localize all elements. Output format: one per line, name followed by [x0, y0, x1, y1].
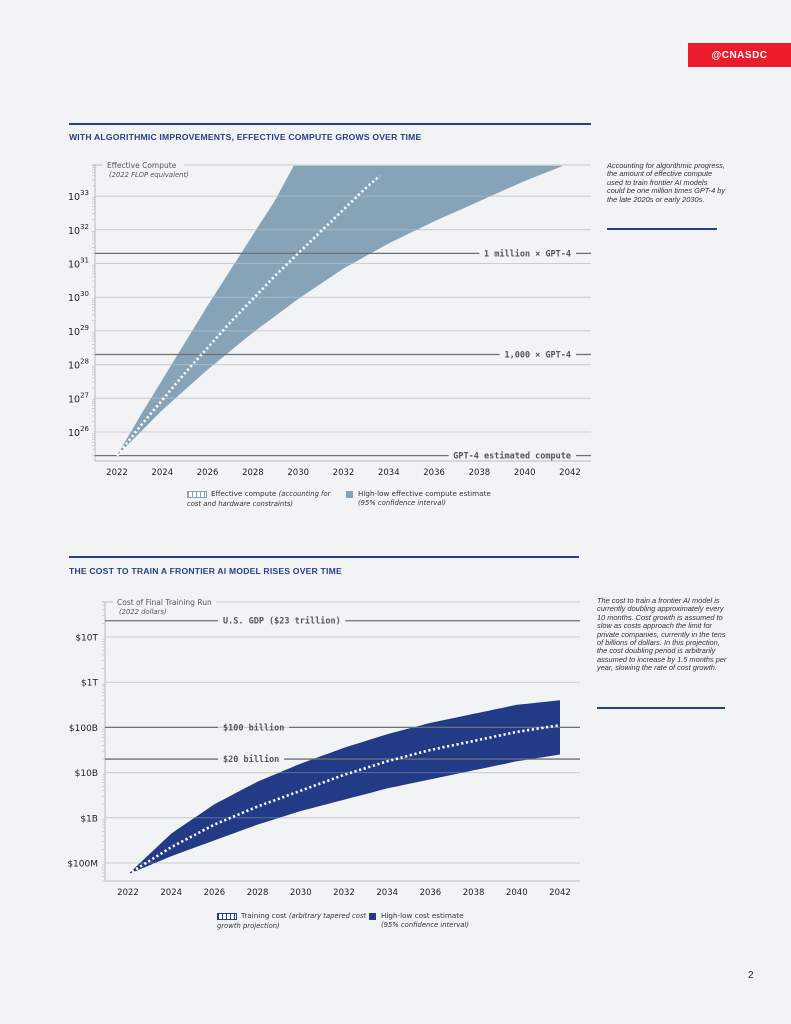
x-tick-label: 2030: [290, 888, 312, 898]
legend-sublabel: (95% confidence interval): [381, 921, 469, 929]
x-tick-label: 2022: [117, 888, 139, 898]
y-tick-label: $10T: [75, 634, 98, 644]
x-tick-label: 2028: [247, 888, 269, 898]
confidence-band: [128, 700, 560, 875]
projection-line: [127, 723, 561, 876]
dotted-line-swatch-icon: [217, 912, 237, 920]
confidence-band: [117, 165, 564, 456]
section-divider: [69, 123, 591, 125]
reference-line-label: $100 billion: [223, 722, 284, 733]
y-axis-title: Cost of Final Training Run: [117, 598, 212, 607]
x-tick-label: 2038: [463, 888, 485, 898]
x-tick-label: 2040: [506, 888, 528, 898]
chart-note: The cost to train a frontier AI model is…: [597, 596, 727, 673]
section-divider: [69, 556, 579, 558]
x-tick-label: 2040: [514, 468, 536, 478]
note-divider: [597, 707, 725, 709]
y-tick-label: 1033: [68, 189, 89, 203]
y-axis-subtitle: (2022 dollars): [119, 608, 167, 616]
note-divider: [607, 228, 717, 230]
legend-item-line: Training cost (arbitrary tapered cost gr…: [217, 911, 367, 931]
x-tick-label: 2032: [333, 468, 355, 478]
chart-note: Accounting for algorithmic progress, the…: [607, 161, 726, 204]
y-tick-label: $10B: [75, 769, 98, 779]
x-tick-label: 2032: [333, 888, 355, 898]
y-tick-label: $100B: [69, 724, 98, 734]
y-tick-label: 1029: [68, 324, 89, 338]
reference-line-label: 1,000 × GPT-4: [504, 350, 571, 360]
x-tick-label: 2042: [549, 888, 571, 898]
x-tick-label: 2036: [423, 468, 445, 478]
legend-item-band: High-low effective compute estimate (95% …: [346, 489, 516, 508]
reference-line-label: 1 million × GPT-4: [484, 248, 571, 259]
x-tick-label: 2026: [204, 888, 226, 898]
legend-sublabel: (arbitrary tapered cost growth projectio…: [217, 912, 367, 930]
y-tick-label: 1026: [68, 425, 90, 439]
legend-label: High-low effective compute estimate: [358, 489, 491, 498]
reference-line-label: $20 billion: [223, 754, 279, 765]
reference-line-label: GPT-4 estimated compute: [453, 451, 571, 462]
x-tick-label: 2030: [287, 468, 309, 478]
x-tick-label: 2028: [242, 468, 264, 478]
y-tick-label: $1T: [81, 679, 98, 689]
y-axis-subtitle: (2022 FLOP equivalent): [109, 171, 189, 179]
legend-sublabel: (accounting for cost and hardware constr…: [187, 490, 331, 508]
section-title: WITH ALGORITHMIC IMPROVEMENTS, EFFECTIVE…: [69, 132, 422, 142]
x-tick-label: 2034: [378, 468, 400, 478]
section-title: THE COST TO TRAIN A FRONTIER AI MODEL RI…: [69, 566, 342, 576]
x-tick-label: 2038: [469, 468, 491, 478]
x-tick-label: 2036: [420, 888, 442, 898]
legend-label: Training cost: [241, 911, 287, 920]
reference-line-label: U.S. GDP ($23 trillion): [223, 616, 341, 627]
legend-sublabel: (95% confidence interval): [358, 499, 446, 507]
x-tick-label: 2034: [376, 888, 398, 898]
dotted-line-swatch-icon: [187, 490, 207, 498]
legend-label: High-low cost estimate: [381, 911, 464, 920]
y-axis-title: Effective Compute: [107, 161, 177, 170]
y-tick-label: 1032: [68, 223, 89, 237]
x-tick-label: 2042: [559, 468, 581, 478]
band-swatch-icon: [369, 912, 376, 920]
y-tick-label: $1B: [80, 814, 98, 824]
page-number: 2: [748, 970, 754, 981]
band-swatch-icon: [346, 490, 353, 498]
x-tick-label: 2024: [151, 468, 173, 478]
legend-item-band: High-low cost estimate (95% confidence in…: [369, 911, 509, 930]
projection-line: [115, 174, 381, 457]
legend-item-line: Effective compute (accounting for cost a…: [187, 489, 337, 509]
y-tick-label: $100M: [67, 860, 98, 870]
y-tick-label: 1030: [68, 290, 89, 304]
y-tick-label: 1031: [68, 257, 89, 271]
x-tick-label: 2026: [197, 468, 219, 478]
y-tick-label: 1028: [68, 358, 89, 372]
y-tick-label: 1027: [68, 391, 89, 405]
x-tick-label: 2022: [106, 468, 128, 478]
x-tick-label: 2024: [160, 888, 182, 898]
legend-label: Effective compute: [211, 489, 277, 498]
cnasdc-badge: @CNASDC: [688, 43, 791, 67]
